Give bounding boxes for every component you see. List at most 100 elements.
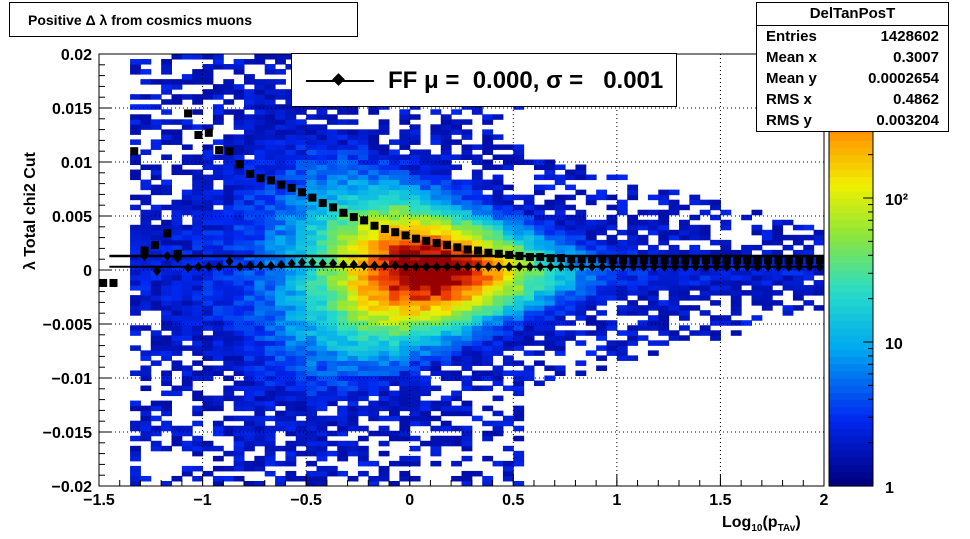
heatmap-cell — [285, 104, 297, 110]
heatmap-cell — [130, 450, 141, 457]
heatmap-cell — [668, 244, 680, 251]
heatmap-cell — [347, 400, 359, 407]
sigma-point — [525, 253, 534, 262]
colorbar-cell — [829, 457, 873, 465]
stats-label: RMS y — [766, 112, 812, 129]
heatmap-cell — [233, 455, 245, 462]
heatmap-cell — [161, 335, 172, 341]
heatmap-cell — [751, 270, 763, 276]
heatmap-cell — [347, 154, 359, 160]
heatmap-cell — [233, 249, 245, 256]
heatmap-cell — [420, 420, 431, 427]
heatmap-cell — [357, 300, 369, 306]
heatmap-cell — [264, 109, 276, 115]
heatmap-cell — [316, 405, 328, 412]
heatmap-cell — [192, 174, 204, 181]
heatmap-cell — [295, 219, 307, 226]
sigma-point — [184, 109, 193, 118]
heatmap-cell — [223, 159, 235, 166]
heatmap-cell — [264, 440, 276, 447]
heatmap-cell — [544, 330, 556, 336]
heatmap-cell — [295, 350, 307, 356]
sigma-point — [266, 176, 275, 185]
heatmap-cell — [130, 405, 141, 412]
heatmap-cell — [461, 480, 473, 487]
heatmap-cell — [471, 229, 483, 236]
colorbar-cell — [829, 406, 873, 415]
heatmap-cell — [378, 310, 390, 316]
colorbar-cell — [829, 392, 873, 401]
heatmap-cell — [751, 315, 763, 321]
heatmap-cell — [627, 305, 639, 311]
heatmap-cell — [378, 405, 390, 412]
heatmap-cell — [275, 460, 286, 467]
heatmap-cell — [275, 94, 286, 100]
heatmap-cell — [295, 325, 307, 331]
heatmap-cell — [544, 239, 556, 246]
heatmap-cell — [171, 134, 183, 140]
heatmap-cell — [451, 435, 462, 442]
heatmap-cell — [761, 229, 773, 236]
heatmap-cell — [285, 385, 297, 392]
heatmap-cell — [130, 259, 141, 266]
heatmap-cell — [461, 470, 473, 477]
heatmap-cell — [295, 270, 307, 276]
heatmap-cell — [430, 400, 442, 407]
heatmap-cell — [295, 435, 307, 442]
heatmap-cell — [492, 204, 504, 211]
heatmap-cell — [306, 445, 317, 452]
heatmap-cell — [171, 360, 183, 366]
heatmap-cell — [326, 159, 338, 166]
heatmap-cell — [534, 244, 545, 251]
heatmap-cell — [130, 475, 141, 482]
heatmap-cell — [202, 400, 214, 407]
heatmap-cell — [606, 224, 618, 231]
heatmap-cell — [181, 270, 193, 276]
heatmap-cell — [357, 390, 369, 397]
sigma-point — [691, 256, 700, 265]
heatmap-cell — [420, 194, 431, 201]
heatmap-cell — [306, 229, 317, 236]
heatmap-cell — [658, 194, 670, 201]
heatmap-cell — [254, 280, 266, 286]
heatmap-cell — [161, 244, 172, 251]
heatmap-cell — [461, 360, 473, 366]
heatmap-cell — [471, 184, 483, 191]
heatmap-cell — [544, 285, 556, 291]
heatmap-cell — [233, 385, 245, 392]
heatmap-cell — [451, 224, 462, 231]
heatmap-cell — [337, 144, 349, 150]
heatmap-cell — [534, 174, 545, 181]
heatmap-cell — [699, 229, 711, 236]
heatmap-cell — [326, 270, 338, 276]
heatmap-cell — [130, 345, 141, 351]
heatmap-cell — [264, 435, 276, 442]
heatmap-cell — [565, 300, 576, 306]
heatmap-cell — [202, 259, 214, 266]
heatmap-cell — [264, 460, 276, 467]
heatmap-cell — [192, 475, 204, 482]
heatmap-cell — [285, 445, 297, 452]
heatmap-cell — [534, 330, 545, 336]
heatmap-cell — [275, 475, 286, 482]
heatmap-cell — [326, 254, 338, 261]
heatmap-cell — [295, 400, 307, 407]
heatmap-cell — [357, 270, 369, 276]
heatmap-cell — [554, 204, 566, 211]
heatmap-cell — [389, 199, 400, 206]
heatmap-cell — [492, 420, 504, 427]
heatmap-cell — [347, 149, 359, 155]
heatmap-cell — [368, 244, 380, 251]
heatmap-cell — [130, 104, 141, 110]
heatmap-cell — [430, 345, 442, 351]
heatmap-cell — [347, 254, 359, 261]
heatmap-cell — [813, 290, 825, 296]
heatmap-cell — [492, 340, 504, 346]
heatmap-cell — [275, 300, 286, 306]
heatmap-cell — [244, 400, 255, 407]
heatmap-cell — [181, 365, 193, 371]
heatmap-cell — [244, 295, 255, 301]
heatmap-cell — [306, 224, 317, 231]
heatmap-cell — [161, 99, 172, 105]
heatmap-cell — [202, 164, 214, 171]
